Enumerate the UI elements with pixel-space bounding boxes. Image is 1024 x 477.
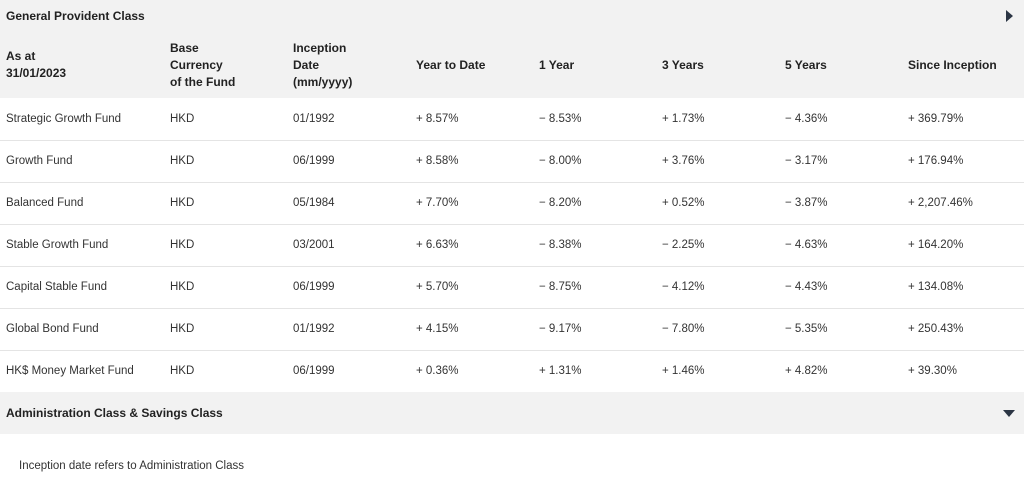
inception-date-cell: 06/1999	[293, 365, 335, 378]
fund-name-cell: Strategic Growth Fund	[0, 98, 164, 141]
one-year-return-cell: − 8.20%	[533, 182, 656, 225]
one-year-return-cell: + 1.31%	[539, 365, 582, 378]
since-inception-return-cell: + 369.79%	[902, 98, 1024, 141]
three-year-return-cell: + 0.52%	[656, 182, 779, 225]
section-title: General Provident Class	[6, 9, 145, 23]
ytd-return-cell: + 4.15%	[410, 308, 533, 351]
one-year-return-cell: − 9.17%	[533, 308, 656, 351]
since-inception-return-cell: + 134.08%	[902, 266, 1024, 309]
five-year-return-cell: − 4.36%	[779, 98, 902, 141]
inception-date-cell: 05/1984	[287, 182, 410, 225]
fund-performance-table: As at 31/01/2023 Base Currency of the Fund …	[0, 32, 1024, 392]
since-inception-return-cell: + 176.94%	[902, 140, 1024, 183]
fund-name-cell: Growth Fund	[0, 140, 164, 183]
table-row: Global Bond Fund HKD 01/1992 + 4.15% − 9.17%…	[0, 308, 1024, 351]
general-provident-class-header[interactable]: General Provident Class	[0, 0, 1024, 32]
one-year-return-cell: − 8.75%	[533, 266, 656, 309]
currency-cell: HKD	[164, 98, 287, 141]
five-year-return-cell: + 4.82%	[785, 365, 828, 378]
table-row: Growth Fund HKD 06/1999 + 8.58% − 8.00% + 3.7…	[0, 140, 1024, 183]
currency-cell: HKD	[164, 224, 287, 267]
header-inception-date: Inception Date (mm/yyyy)	[287, 32, 410, 98]
one-year-return-cell: − 8.38%	[533, 224, 656, 267]
since-inception-return-cell: + 164.20%	[902, 224, 1024, 267]
fund-name-cell: HK$ Money Market Fund	[6, 365, 134, 378]
inception-date-cell: 03/2001	[287, 224, 410, 267]
five-year-return-cell: − 5.35%	[779, 308, 902, 351]
currency-cell: HKD	[164, 308, 287, 351]
five-year-return-cell: − 4.43%	[779, 266, 902, 309]
administration-savings-class-header[interactable]: Administration Class & Savings Class	[0, 392, 1024, 434]
header-as-at: As at 31/01/2023	[0, 32, 164, 98]
five-year-return-cell: − 3.87%	[779, 182, 902, 225]
inception-date-cell: 06/1999	[287, 140, 410, 183]
three-year-return-cell: − 7.80%	[656, 308, 779, 351]
currency-cell: HKD	[170, 365, 195, 378]
three-year-return-cell: − 2.25%	[656, 224, 779, 267]
header-3-years: 3 Years	[656, 32, 779, 98]
caret-down-icon[interactable]	[1002, 406, 1016, 420]
currency-cell: HKD	[164, 140, 287, 183]
one-year-return-cell: − 8.00%	[533, 140, 656, 183]
footnote: Inception date refers to Administration …	[19, 460, 245, 472]
ytd-return-cell: + 0.36%	[416, 365, 459, 378]
inception-date-cell: 01/1992	[287, 308, 410, 351]
table-row: Strategic Growth Fund HKD 01/1992 + 8.57% − …	[0, 98, 1024, 141]
inception-date-cell: 01/1992	[287, 98, 410, 141]
ytd-return-cell: + 7.70%	[410, 182, 533, 225]
five-year-return-cell: − 4.63%	[779, 224, 902, 267]
caret-right-icon[interactable]	[1002, 9, 1016, 23]
fund-name-cell: Global Bond Fund	[0, 308, 164, 351]
table-row: Capital Stable Fund HKD 06/1999 + 5.70% − 8.…	[0, 266, 1024, 309]
table-header-row: As at 31/01/2023 Base Currency of the Fund …	[0, 32, 1024, 98]
since-inception-return-cell: + 250.43%	[902, 308, 1024, 351]
since-inception-return-cell: + 2,207.46%	[902, 182, 1024, 225]
three-year-return-cell: + 1.46%	[662, 365, 705, 378]
header-since-inception: Since Inception	[902, 32, 1024, 98]
ytd-return-cell: + 5.70%	[410, 266, 533, 309]
table-row: Balanced Fund HKD 05/1984 + 7.70% − 8.20% + 0…	[0, 182, 1024, 225]
five-year-return-cell: − 3.17%	[779, 140, 902, 183]
header-base-currency: Base Currency of the Fund	[164, 32, 287, 98]
one-year-return-cell: − 8.53%	[533, 98, 656, 141]
ytd-return-cell: + 8.58%	[410, 140, 533, 183]
table-row: Stable Growth Fund HKD 03/2001 + 6.63% − 8.3…	[0, 224, 1024, 267]
header-5-years: 5 Years	[779, 32, 902, 98]
ytd-return-cell: + 8.57%	[410, 98, 533, 141]
three-year-return-cell: + 1.73%	[656, 98, 779, 141]
table-row: HK$ Money Market Fund HKD 06/1999 + 0.36% + …	[0, 350, 1024, 392]
currency-cell: HKD	[164, 266, 287, 309]
fund-name-cell: Balanced Fund	[0, 182, 164, 225]
header-year-to-date: Year to Date	[410, 32, 533, 98]
inception-date-cell: 06/1999	[287, 266, 410, 309]
section-title: Administration Class & Savings Class	[6, 406, 223, 420]
since-inception-return-cell: + 39.30%	[908, 365, 957, 378]
three-year-return-cell: − 4.12%	[656, 266, 779, 309]
ytd-return-cell: + 6.63%	[410, 224, 533, 267]
currency-cell: HKD	[164, 182, 287, 225]
header-1-year: 1 Year	[533, 32, 656, 98]
fund-name-cell: Capital Stable Fund	[0, 266, 164, 309]
fund-name-cell: Stable Growth Fund	[0, 224, 164, 267]
three-year-return-cell: + 3.76%	[656, 140, 779, 183]
